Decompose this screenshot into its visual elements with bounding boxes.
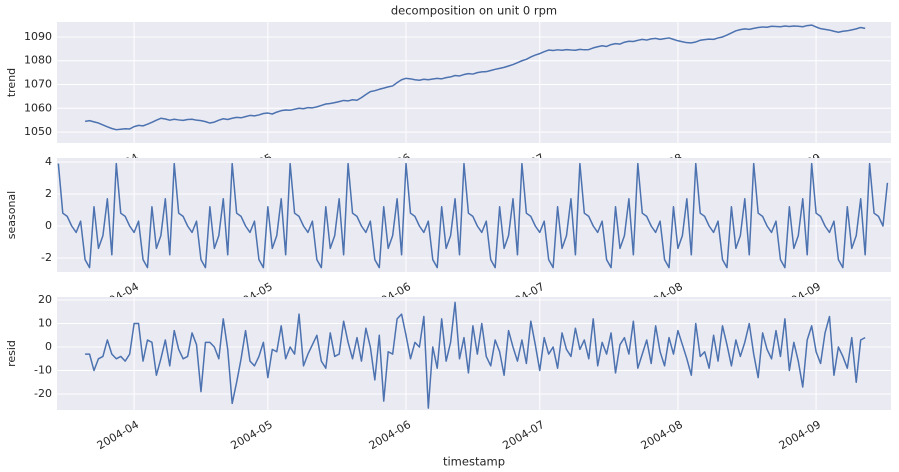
series-line xyxy=(57,162,889,269)
y-tick-label: 1090 xyxy=(24,30,52,43)
series-line xyxy=(85,301,866,409)
plot-background xyxy=(57,297,891,410)
x-axis-label: timestamp xyxy=(443,455,505,469)
x-tick-label: 2004-07 xyxy=(500,418,546,452)
y-axis-label: trend xyxy=(5,68,18,97)
y-tick-label: 4 xyxy=(45,155,52,168)
plot-background xyxy=(57,158,891,272)
x-tick-label: 2004-08 xyxy=(639,418,685,452)
y-tick-label: -10 xyxy=(34,364,52,377)
y-tick-label: -20 xyxy=(34,387,52,400)
y-tick-label: 1080 xyxy=(24,54,52,67)
y-tick-label: 20 xyxy=(38,293,52,306)
chart-title: decomposition on unit 0 rpm xyxy=(391,4,557,18)
series-line xyxy=(84,24,866,131)
y-tick-label: 1060 xyxy=(24,101,52,114)
y-tick-label: 2 xyxy=(45,187,52,200)
y-tick-label: 0 xyxy=(45,340,52,353)
x-tick-label: 2004-06 xyxy=(367,418,413,452)
x-tick-label: 2004-05 xyxy=(229,418,275,452)
y-tick-label: 10 xyxy=(38,317,52,330)
plot-background xyxy=(57,22,891,143)
y-tick-label: 0 xyxy=(45,219,52,232)
y-tick-label: -2 xyxy=(41,251,52,264)
y-tick-label: 1070 xyxy=(24,78,52,91)
x-tick-label: 2004-09 xyxy=(777,418,823,452)
y-tick-label: 1050 xyxy=(24,125,52,138)
y-axis-label: seasonal xyxy=(5,191,18,239)
x-tick-label: 2004-04 xyxy=(95,418,141,452)
y-axis-label: resid xyxy=(5,340,18,367)
